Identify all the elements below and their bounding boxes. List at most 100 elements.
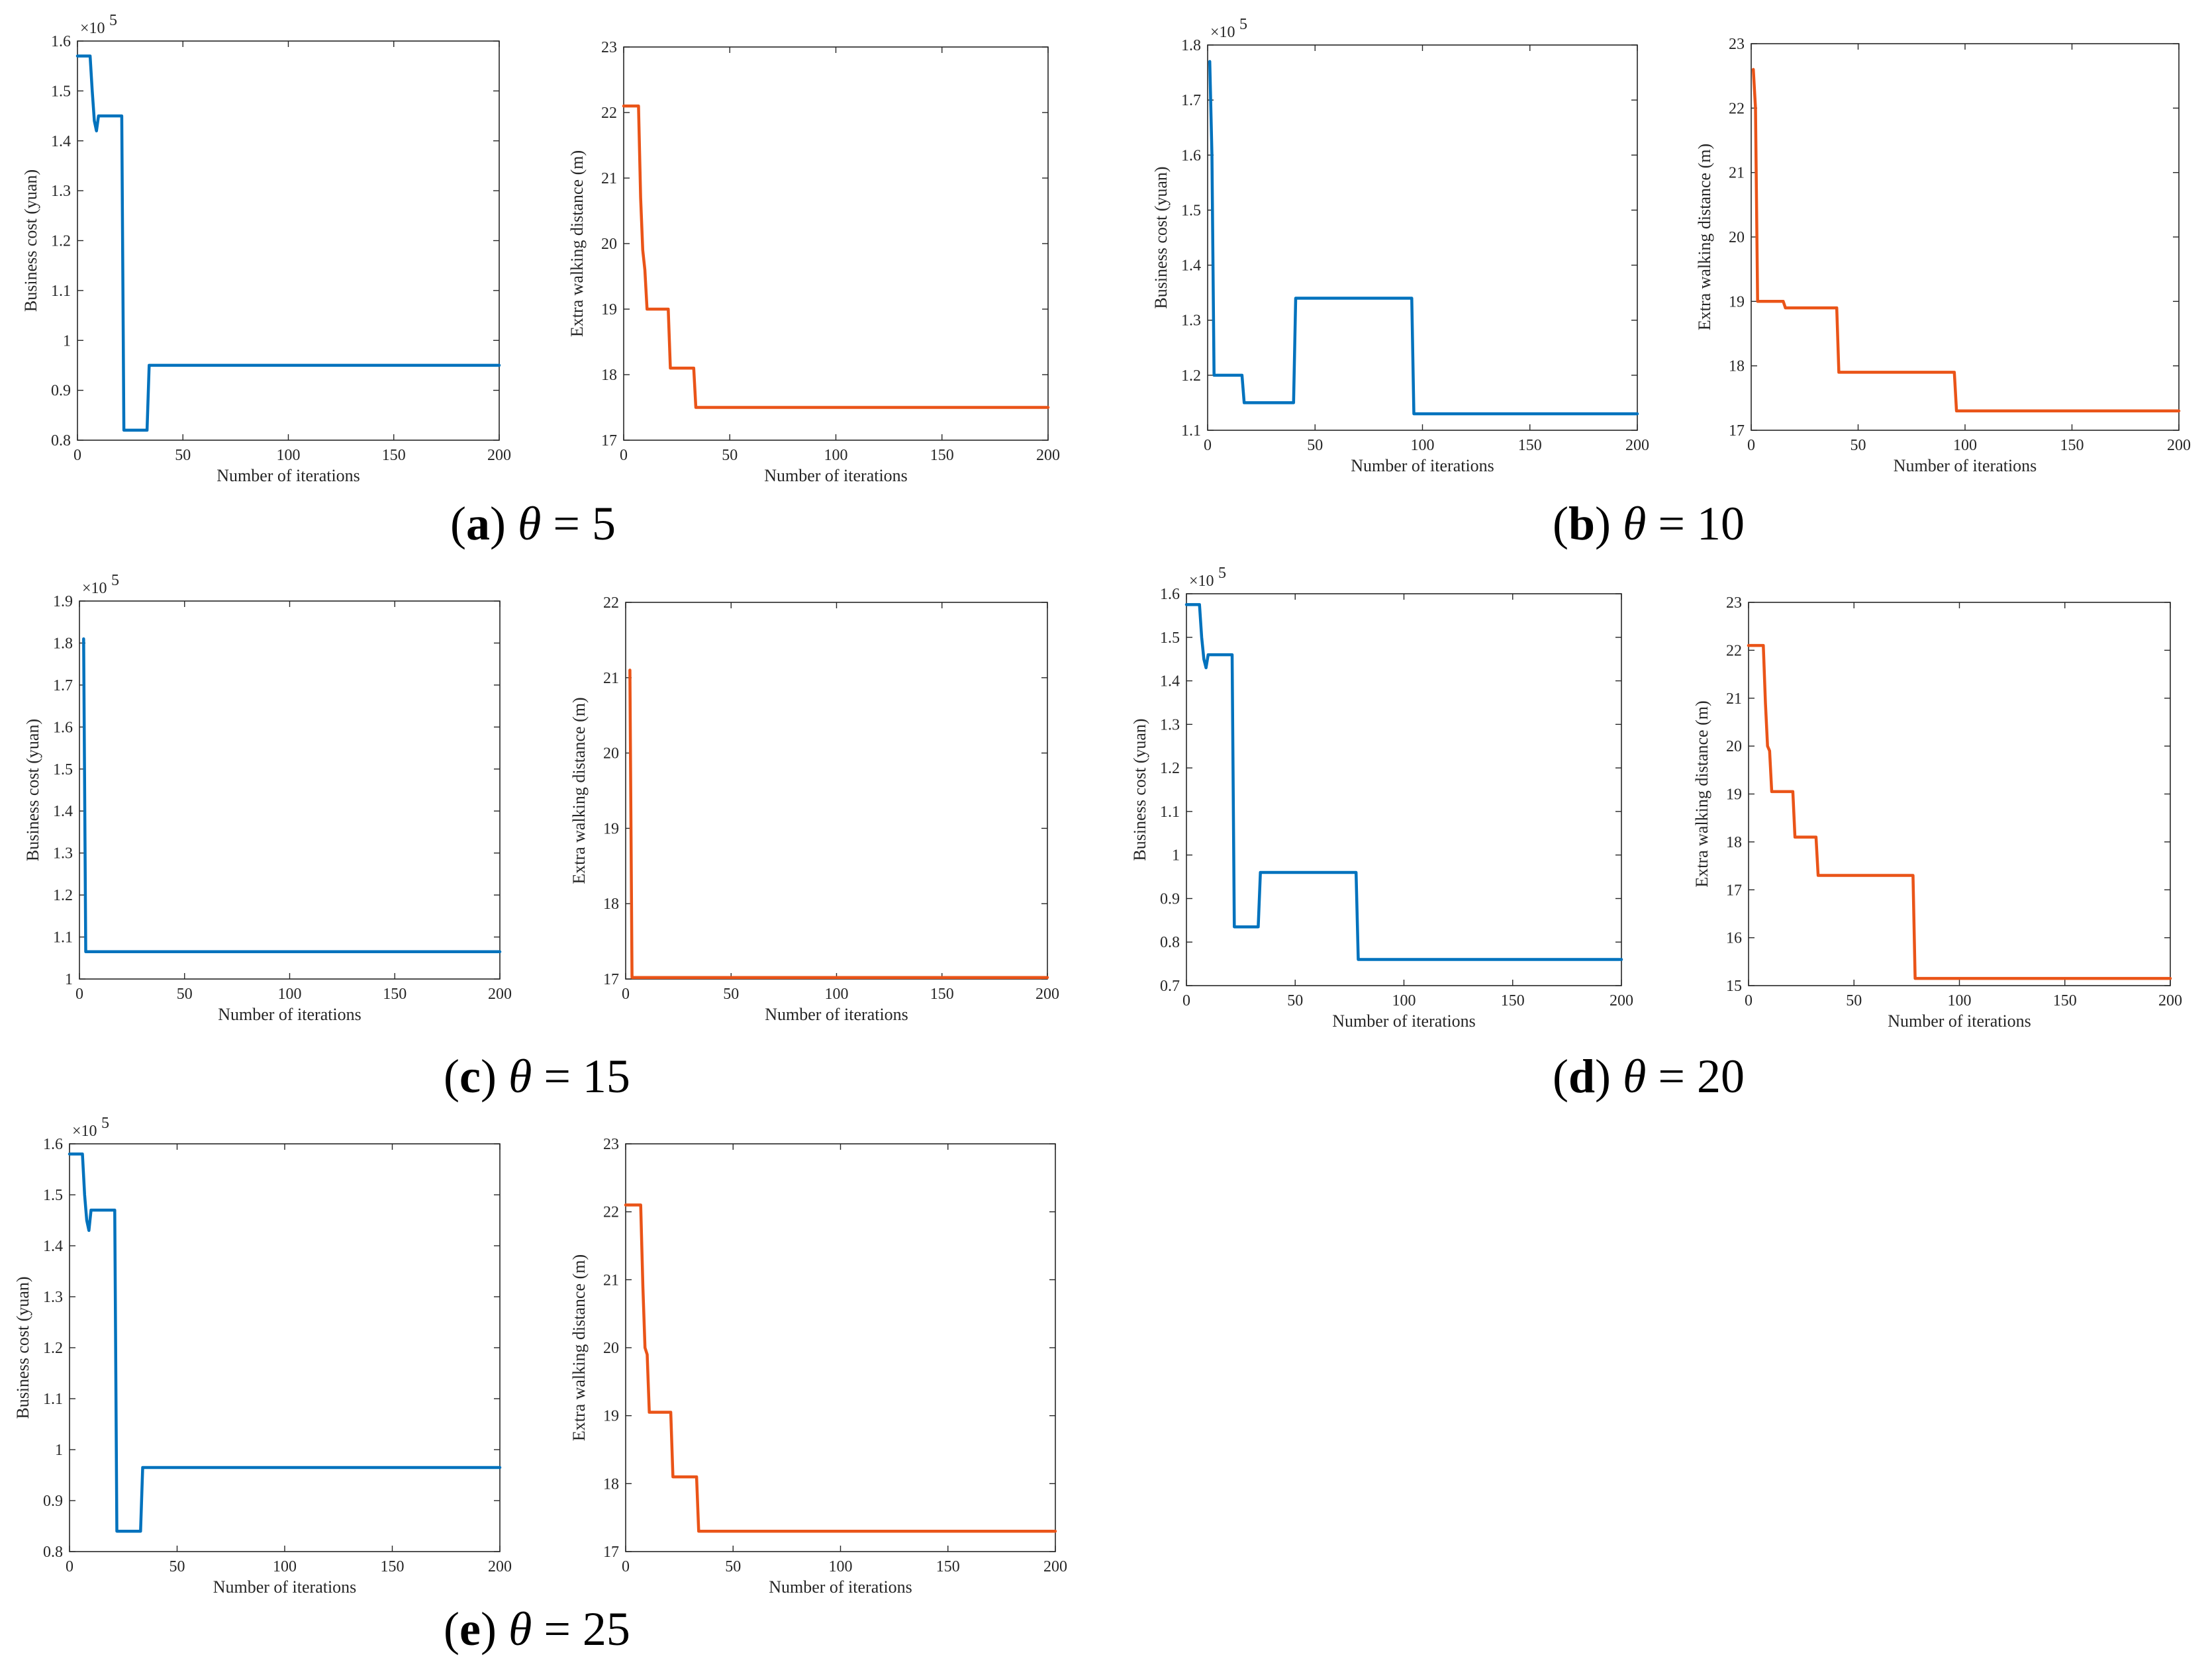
- y-tick-label: 1.6: [53, 719, 73, 736]
- y-tick-label: 0.7: [1160, 978, 1180, 995]
- series-line-walking-distance: [1751, 68, 2181, 413]
- y-tick-label: 21: [1726, 690, 1742, 708]
- y-tick-label: 21: [603, 1272, 619, 1289]
- y-tick-label: 1.4: [1181, 257, 1201, 275]
- axis-exponent-label: ×10: [80, 20, 105, 37]
- x-tick-label: 100: [829, 1558, 853, 1575]
- caption-e-symbol: θ: [508, 1603, 532, 1656]
- series-line-walking-distance: [624, 1203, 1057, 1533]
- y-tick-label: 1.9: [53, 593, 73, 610]
- y-tick-label: 1.1: [1181, 422, 1201, 440]
- caption-d: (d) θ = 20: [1553, 1050, 1745, 1103]
- y-tick-label: 23: [603, 1136, 619, 1153]
- y-tick-label: 1.5: [53, 761, 73, 778]
- y-axis-label: Business cost (yuan): [21, 169, 40, 312]
- y-tick-label: 21: [603, 670, 619, 687]
- y-tick-label: 1.6: [1181, 147, 1201, 164]
- x-tick-label: 0: [66, 1558, 73, 1575]
- caption-e-value: = 25: [532, 1603, 630, 1656]
- chart-c-right: 0 50 100 150 200 17 18 19 20 21 22 Number of iterat…: [569, 594, 1059, 1024]
- caption-d-symbol: θ: [1623, 1050, 1646, 1103]
- y-tick-label: 1.1: [43, 1391, 63, 1408]
- y-tick-label: 17: [603, 971, 619, 988]
- y-tick-label: 22: [601, 105, 617, 122]
- y-tick-label: 1.8: [53, 635, 73, 652]
- y-tick-label: 17: [1729, 422, 1745, 440]
- y-tick-label: 18: [603, 1475, 619, 1493]
- y-tick-label: 1.5: [1160, 630, 1180, 647]
- y-tick-label: 1.5: [51, 83, 71, 100]
- x-tick-label: 0: [75, 986, 83, 1003]
- x-tick-label: 150: [936, 1558, 960, 1575]
- x-axis-label: Number of iterations: [764, 466, 908, 485]
- chart-panels: 0 50 100 150 2000.80.911.11.21.31.41.51.6Num…: [13, 12, 2191, 1597]
- chart-b-right: 0 50 100 150 200 17 18 19 20 21 22 23 Number of iter…: [1695, 36, 2191, 475]
- x-tick-label: 200: [1036, 447, 1060, 464]
- series-line-business-cost: [1184, 603, 1623, 961]
- x-axis-label: Number of iterations: [769, 1577, 912, 1597]
- y-tick-label: 1.6: [51, 33, 71, 50]
- x-tick-label: 100: [1948, 992, 1972, 1009]
- x-tick-label: 100: [1411, 437, 1435, 454]
- x-tick-label: 0: [1747, 437, 1755, 454]
- x-tick-label: 0: [1204, 437, 1212, 454]
- axis-exponent-power: 5: [109, 12, 117, 29]
- caption-c-letter: c: [459, 1050, 481, 1103]
- caption-b-symbol: θ: [1623, 497, 1646, 550]
- y-tick-label: 1.4: [43, 1238, 63, 1255]
- x-tick-label: 50: [175, 447, 191, 464]
- y-tick-label: 1.2: [51, 233, 71, 250]
- y-tick-label: 1.1: [1160, 804, 1180, 821]
- caption-b-letter: b: [1568, 497, 1595, 550]
- chart-b-left: 0 50 100 150 200 1.1 1.2 1.3 1.4 1.5 1.6 1.7 1.8 Numb…: [1151, 16, 1649, 475]
- y-tick-label: 1: [63, 332, 71, 350]
- caption-e-letter: e: [459, 1603, 481, 1656]
- y-tick-label: 0.9: [51, 383, 71, 400]
- x-axis-label: Number of iterations: [216, 466, 360, 485]
- y-tick-label: 1: [1172, 847, 1180, 864]
- y-tick-label: 19: [603, 1408, 619, 1425]
- y-tick-label: 1.6: [1160, 586, 1180, 603]
- axes-box: [1207, 44, 1638, 431]
- x-tick-label: 150: [930, 447, 954, 464]
- y-tick-label: 1.2: [1181, 367, 1201, 385]
- x-tick-label: 50: [722, 447, 738, 464]
- caption-b-value: = 10: [1646, 497, 1745, 550]
- series-line-walking-distance: [622, 104, 1050, 409]
- series-line-walking-distance: [628, 669, 1049, 979]
- y-tick-label: 1.3: [53, 845, 73, 863]
- y-tick-label: 1.3: [1181, 312, 1201, 330]
- x-tick-label: 50: [177, 986, 193, 1003]
- x-axis-label: Number of iterations: [765, 1005, 908, 1024]
- x-tick-label: 0: [622, 986, 630, 1003]
- x-tick-label: 50: [1307, 437, 1323, 454]
- x-tick-label: 150: [381, 1558, 405, 1575]
- x-axis-label: Number of iterations: [1888, 1011, 2031, 1031]
- y-tick-label: 23: [1726, 594, 1742, 612]
- axis-exponent-label: ×10: [82, 580, 107, 597]
- y-tick-label: 21: [1729, 165, 1745, 182]
- caption-c-symbol: θ: [508, 1050, 532, 1103]
- y-tick-label: 1.7: [53, 677, 73, 694]
- y-tick-label: 1.4: [53, 803, 73, 820]
- x-tick-label: 150: [930, 986, 954, 1003]
- y-tick-label: 16: [1726, 930, 1742, 947]
- chart-d-right: 0 50 100 150 200 15 16 17 18 19 20 21 22 23 Number of …: [1692, 594, 2182, 1031]
- x-tick-label: 100: [825, 986, 849, 1003]
- y-tick-label: 1.2: [43, 1340, 63, 1357]
- caption-a-value: = 5: [541, 497, 616, 550]
- y-tick-label: 23: [601, 39, 617, 56]
- x-tick-label: 50: [1851, 437, 1866, 454]
- caption-e: (e) θ = 25: [444, 1603, 630, 1656]
- caption-a-symbol: θ: [518, 497, 541, 550]
- y-axis-label: Business cost (yuan): [1130, 718, 1149, 861]
- x-tick-label: 200: [2167, 437, 2191, 454]
- x-tick-label: 150: [1501, 992, 1525, 1009]
- y-tick-label: 23: [1729, 36, 1745, 53]
- y-tick-label: 15: [1726, 978, 1742, 995]
- y-tick-label: 1.5: [1181, 202, 1201, 219]
- chart-c-left: 0 50 100 150 200 1 1.1 1.2 1.3 1.4 1.5 1.6 1.7 1.8 1.9…: [23, 572, 512, 1024]
- y-tick-label: 1.3: [1160, 716, 1180, 733]
- y-tick-label: 1: [65, 971, 73, 988]
- axis-exponent-power: 5: [1218, 565, 1226, 582]
